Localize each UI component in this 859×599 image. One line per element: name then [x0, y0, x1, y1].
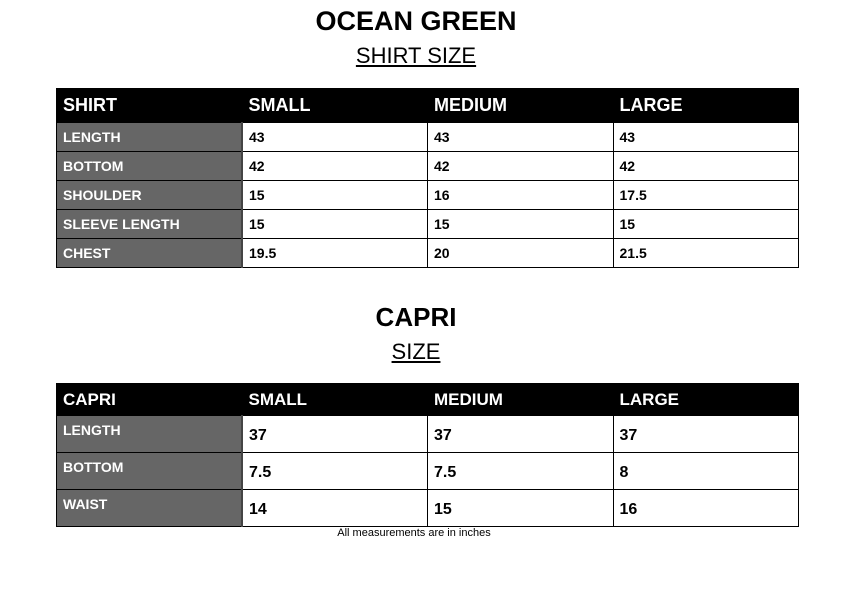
value-cell: 37: [612, 415, 799, 453]
table-row: BOTTOM 7.5 7.5 8: [56, 452, 799, 490]
value-cell: 19.5: [241, 238, 428, 268]
value-cell: 37: [241, 415, 428, 453]
row-label: BOTTOM: [56, 452, 243, 490]
footnote: All measurements are in inches: [337, 527, 491, 539]
header-cell: MEDIUM: [427, 383, 614, 416]
value-cell: 14: [241, 489, 428, 527]
value-cell: 15: [241, 209, 428, 239]
value-cell: 43: [427, 122, 614, 152]
table-header-row: SHIRT SMALL MEDIUM LARGE: [56, 88, 799, 123]
header-cell: CAPRI: [56, 383, 243, 416]
header-cell: LARGE: [612, 88, 799, 123]
value-cell: 21.5: [612, 238, 799, 268]
value-cell: 16: [427, 180, 614, 210]
value-cell: 43: [612, 122, 799, 152]
value-cell: 15: [241, 180, 428, 210]
value-cell: 15: [612, 209, 799, 239]
table-row: SLEEVE LENGTH 15 15 15: [56, 209, 799, 239]
capri-subtitle: SIZE: [391, 339, 441, 364]
value-cell: 17.5: [612, 180, 799, 210]
shirt-title: OCEAN GREEN: [315, 6, 517, 36]
row-label: BOTTOM: [56, 151, 243, 181]
row-label: LENGTH: [56, 122, 243, 152]
value-cell: 43: [241, 122, 428, 152]
table-row: WAIST 14 15 16: [56, 489, 799, 527]
table-row: SHOULDER 15 16 17.5: [56, 180, 799, 210]
capri-size-table: CAPRI SMALL MEDIUM LARGE LENGTH 37 37 37 BOT…: [56, 383, 799, 527]
table-row: CHEST 19.5 20 21.5: [56, 238, 799, 268]
value-cell: 15: [427, 209, 614, 239]
value-cell: 16: [612, 489, 799, 527]
table-row: BOTTOM 42 42 42: [56, 151, 799, 181]
value-cell: 42: [427, 151, 614, 181]
value-cell: 20: [427, 238, 614, 268]
header-cell: MEDIUM: [427, 88, 614, 123]
value-cell: 15: [427, 489, 614, 527]
table-row: LENGTH 37 37 37: [56, 415, 799, 453]
header-cell: SMALL: [241, 88, 428, 123]
header-cell: SMALL: [241, 383, 428, 416]
shirt-subtitle: SHIRT SIZE: [355, 43, 477, 68]
value-cell: 7.5: [427, 452, 614, 490]
value-cell: 7.5: [241, 452, 428, 490]
table-row: LENGTH 43 43 43: [56, 122, 799, 152]
table-header-row: CAPRI SMALL MEDIUM LARGE: [56, 383, 799, 416]
value-cell: 8: [612, 452, 799, 490]
row-label: SHOULDER: [56, 180, 243, 210]
value-cell: 37: [427, 415, 614, 453]
value-cell: 42: [241, 151, 428, 181]
row-label: CHEST: [56, 238, 243, 268]
row-label: SLEEVE LENGTH: [56, 209, 243, 239]
row-label: LENGTH: [56, 415, 243, 453]
shirt-size-table: SHIRT SMALL MEDIUM LARGE LENGTH 43 43 43 BOT…: [56, 88, 799, 268]
value-cell: 42: [612, 151, 799, 181]
header-cell: SHIRT: [56, 88, 243, 123]
row-label: WAIST: [56, 489, 243, 527]
capri-title: CAPRI: [375, 302, 457, 332]
header-cell: LARGE: [612, 383, 799, 416]
